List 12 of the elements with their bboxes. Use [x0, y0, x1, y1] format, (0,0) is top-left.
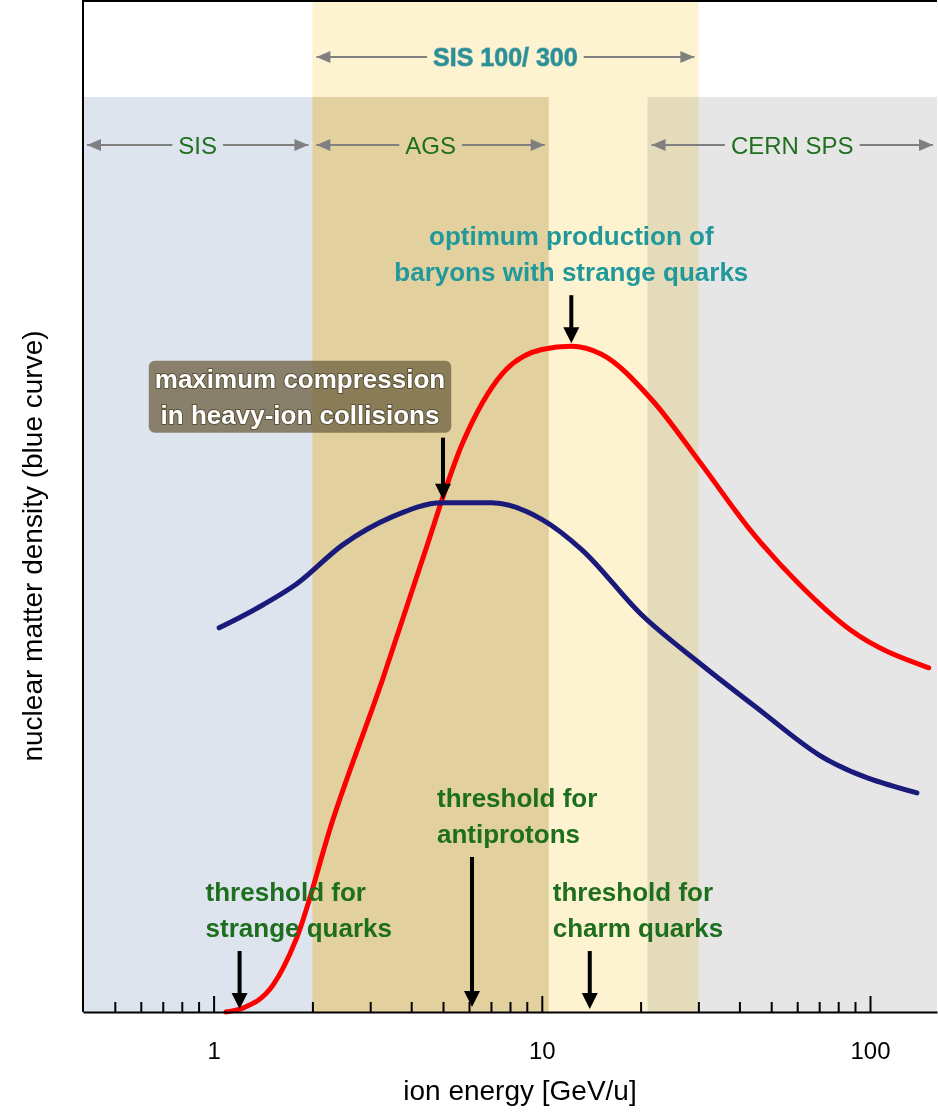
annotation: threshold for charm quarks — [552, 877, 724, 943]
band-label: AGS — [405, 132, 456, 159]
annotation: optimum production of baryons with strange quarks — [394, 221, 749, 288]
x-axis-title: ion energy [GeV/u] — [403, 1075, 637, 1106]
x-tick-label: 1 — [207, 1036, 221, 1064]
annotation: threshold for antiprotons — [437, 783, 598, 849]
band-label: SIS — [178, 132, 218, 159]
band-label: CERN SPS — [730, 132, 854, 159]
band-label: SIS 100/ 300 — [433, 43, 578, 71]
x-tick-label: 100 — [850, 1036, 891, 1064]
x-tick-label: 10 — [528, 1036, 556, 1064]
y-axis-title: nuclear matter density (blue curve) — [17, 330, 48, 762]
